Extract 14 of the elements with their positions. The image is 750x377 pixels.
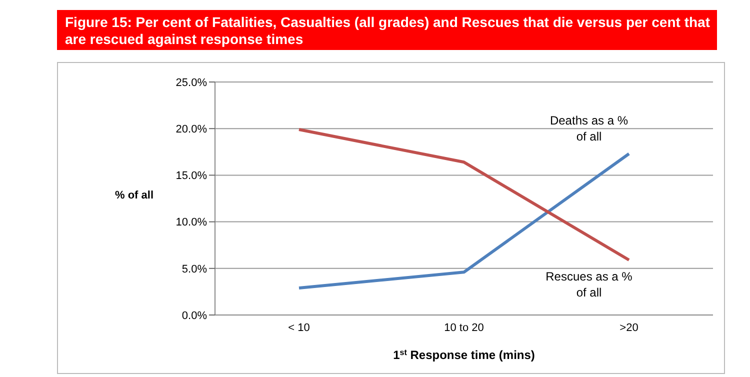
- y-axis-title: % of all: [115, 190, 154, 202]
- x-tick-label: 10 to 20: [444, 322, 484, 334]
- x-tick-label: >20: [620, 322, 638, 334]
- series-label: Rescues as a % of all: [546, 270, 633, 300]
- chart-title: Figure 15: Per cent of Fatalities, Casualties (all grades) and Rescues that die versus per cent that are rescued against response times: [57, 10, 717, 50]
- y-tick-label: 25.0%: [176, 76, 208, 89]
- y-tick-label: 5.0%: [182, 263, 208, 276]
- x-axis-title: 1$^{st}$ Response time (mins): [393, 348, 535, 362]
- y-tick-label: 20.0%: [176, 124, 208, 136]
- y-tick-label: 10.0%: [176, 216, 208, 229]
- y-tick-label: 15.0%: [176, 170, 208, 182]
- y-tick-label: 0.0%: [182, 310, 208, 322]
- x-tick-label: < 10: [288, 322, 310, 334]
- series-label: Deaths as a % of all: [550, 113, 628, 144]
